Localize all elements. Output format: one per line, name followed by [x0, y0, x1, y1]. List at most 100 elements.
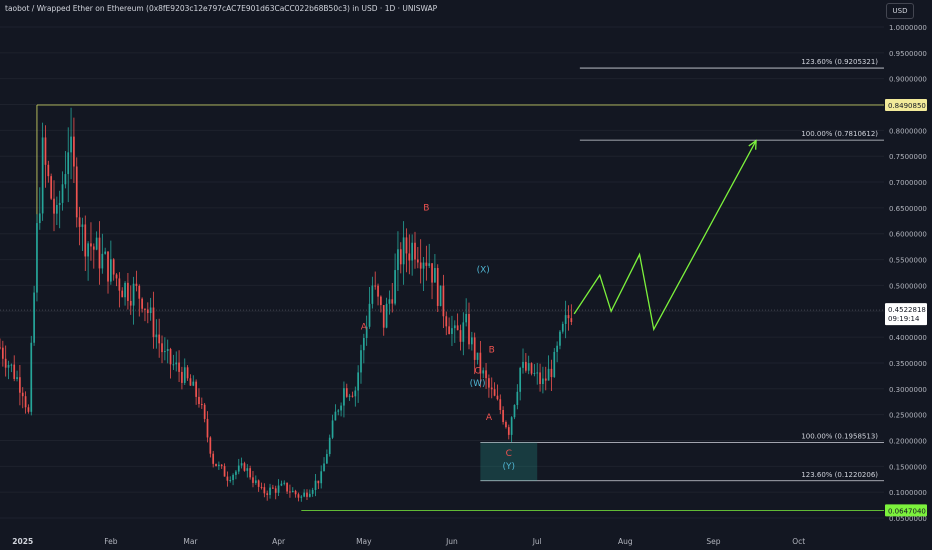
candle — [263, 487, 266, 494]
candle — [218, 464, 220, 467]
candle — [559, 331, 561, 346]
candle — [64, 174, 67, 185]
candle — [547, 368, 550, 381]
time-label: Jul — [532, 537, 542, 546]
candle — [243, 463, 246, 471]
candle — [206, 418, 209, 438]
price-tick: 0.2500000 — [889, 412, 927, 420]
candle — [161, 343, 163, 353]
candle — [10, 364, 13, 366]
candle — [485, 370, 487, 379]
price-tick: 0.4000000 — [889, 334, 927, 342]
candle — [388, 299, 391, 304]
candle — [434, 268, 436, 283]
candle — [351, 395, 354, 397]
candle — [371, 285, 374, 304]
candle — [186, 367, 189, 379]
wave-label: A — [361, 322, 368, 332]
candle — [58, 202, 61, 206]
currency-button[interactable]: USD — [886, 3, 914, 19]
candle — [374, 285, 377, 287]
candle — [98, 237, 101, 269]
candle — [70, 136, 72, 153]
candle — [425, 262, 428, 266]
candle — [73, 136, 75, 167]
candle — [382, 305, 385, 328]
price-tick: 0.8000000 — [889, 127, 927, 135]
price-tick: 0.9500000 — [889, 50, 927, 58]
candle — [459, 330, 462, 342]
candle — [524, 361, 527, 371]
candle — [209, 437, 212, 454]
candle — [4, 358, 7, 368]
candle — [87, 243, 89, 257]
candle — [377, 285, 379, 297]
candle — [144, 308, 146, 310]
candle — [7, 364, 10, 368]
candle — [314, 480, 317, 490]
candle — [502, 409, 504, 422]
candle — [203, 404, 206, 419]
candle — [306, 492, 308, 497]
time-label: Feb — [104, 537, 118, 546]
candle — [246, 468, 249, 471]
candle — [67, 152, 70, 175]
candle — [567, 315, 570, 319]
candle — [249, 468, 251, 478]
candle — [542, 378, 544, 385]
candle — [237, 465, 240, 472]
candle — [337, 410, 340, 412]
candle — [448, 326, 450, 334]
candle — [436, 268, 439, 306]
candle — [365, 326, 368, 339]
candle — [127, 282, 129, 301]
candle — [479, 352, 482, 374]
candle — [235, 471, 237, 475]
candle — [445, 316, 448, 327]
candle — [334, 411, 337, 421]
candles — [0, 107, 573, 502]
candle — [354, 390, 357, 397]
price-tick: 0.1000000 — [889, 489, 927, 497]
wave-label: B — [489, 346, 495, 356]
fib-label: 100.00% (0.1958513) — [801, 433, 878, 441]
candle — [510, 417, 513, 435]
candle — [81, 224, 84, 227]
candle — [41, 137, 44, 214]
high-price-label-bg — [885, 98, 927, 111]
wave-labels: AB(X)BC(W)AC(Y) — [361, 203, 515, 471]
candle — [272, 487, 274, 489]
candle — [317, 480, 320, 484]
candle — [280, 483, 283, 486]
target-box — [480, 442, 538, 481]
candle — [527, 363, 530, 371]
candle — [50, 176, 53, 199]
candle — [530, 363, 533, 374]
candle — [283, 482, 286, 484]
candle — [328, 437, 331, 455]
candle — [229, 480, 232, 482]
candle — [473, 337, 476, 360]
candle — [451, 328, 453, 334]
candle — [215, 463, 217, 467]
candle — [331, 420, 334, 438]
price-tick: 0.2000000 — [889, 437, 927, 445]
candle — [402, 237, 405, 265]
candle — [118, 278, 121, 291]
candle — [200, 403, 203, 405]
candle — [465, 313, 468, 323]
candle — [380, 296, 382, 306]
candle — [439, 285, 442, 306]
candle — [539, 372, 541, 385]
candle — [482, 370, 485, 374]
candle — [121, 290, 124, 298]
candle — [257, 480, 260, 487]
fib-label: 100.00% (0.7810612) — [801, 130, 878, 138]
candle — [19, 377, 21, 393]
candle — [476, 352, 479, 360]
candle — [564, 315, 567, 324]
candle — [431, 263, 433, 283]
candle — [90, 243, 92, 247]
candle — [516, 391, 519, 406]
